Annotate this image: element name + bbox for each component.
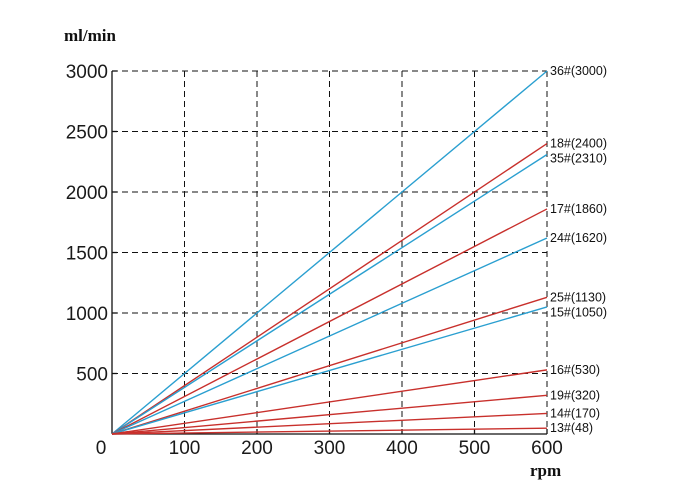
series-label-7: 16#(530) bbox=[550, 363, 600, 377]
series-line-8 bbox=[111, 394, 548, 435]
series-line-1 bbox=[111, 143, 548, 435]
y-tick-label-3000: 3000 bbox=[66, 62, 108, 83]
series-label-5: 25#(1130) bbox=[550, 290, 606, 304]
series-label-1: 18#(2400) bbox=[550, 137, 607, 151]
series-label-4: 24#(1620) bbox=[550, 231, 607, 245]
x-tick-label-400: 400 bbox=[386, 438, 418, 459]
series-line-4 bbox=[111, 237, 548, 435]
y-tick-label-1000: 1000 bbox=[66, 304, 108, 325]
y-tick-label-500: 500 bbox=[76, 365, 108, 386]
axes bbox=[111, 70, 548, 435]
x-tick-label-0: 0 bbox=[96, 438, 107, 459]
series-label-8: 19#(320) bbox=[550, 388, 600, 402]
x-tick-label-600: 600 bbox=[531, 438, 563, 459]
y-tick-label-1500: 1500 bbox=[66, 244, 108, 265]
x-tick-label-100: 100 bbox=[169, 438, 201, 459]
series-label-2: 35#(2310) bbox=[550, 152, 607, 166]
series-line-2 bbox=[111, 153, 548, 435]
x-tick-label-500: 500 bbox=[459, 438, 491, 459]
tick-labels: 0 100 200 300 400 500 600 500 1000 1500 2000 2500 30… bbox=[66, 62, 563, 459]
series-label-10: 13#(48) bbox=[550, 421, 593, 435]
series-label-0: 36#(3000) bbox=[550, 64, 607, 78]
y-axis-label: ml/min bbox=[64, 26, 116, 45]
series-line-10 bbox=[111, 427, 548, 435]
series-line-9 bbox=[111, 412, 548, 435]
x-tick-label-300: 300 bbox=[314, 438, 346, 459]
series-line-3 bbox=[111, 208, 548, 435]
series-lines bbox=[111, 70, 548, 435]
x-axis-label: rpm bbox=[530, 461, 561, 480]
y-tick-label-2500: 2500 bbox=[66, 123, 108, 144]
y-tick-label-2000: 2000 bbox=[66, 183, 108, 204]
series-label-6: 15#(1050) bbox=[550, 305, 607, 319]
series-line-6 bbox=[111, 306, 548, 435]
series-line-0 bbox=[111, 70, 548, 435]
series-label-9: 14#(170) bbox=[550, 406, 600, 420]
series-labels: 36#(3000) 18#(2400)35#(2310) 17#(1860) 24#(… bbox=[550, 64, 607, 435]
series-line-5 bbox=[111, 296, 548, 435]
x-tick-label-200: 200 bbox=[241, 438, 273, 459]
series-label-3: 17#(1860) bbox=[550, 202, 607, 216]
series-line-7 bbox=[111, 369, 548, 435]
